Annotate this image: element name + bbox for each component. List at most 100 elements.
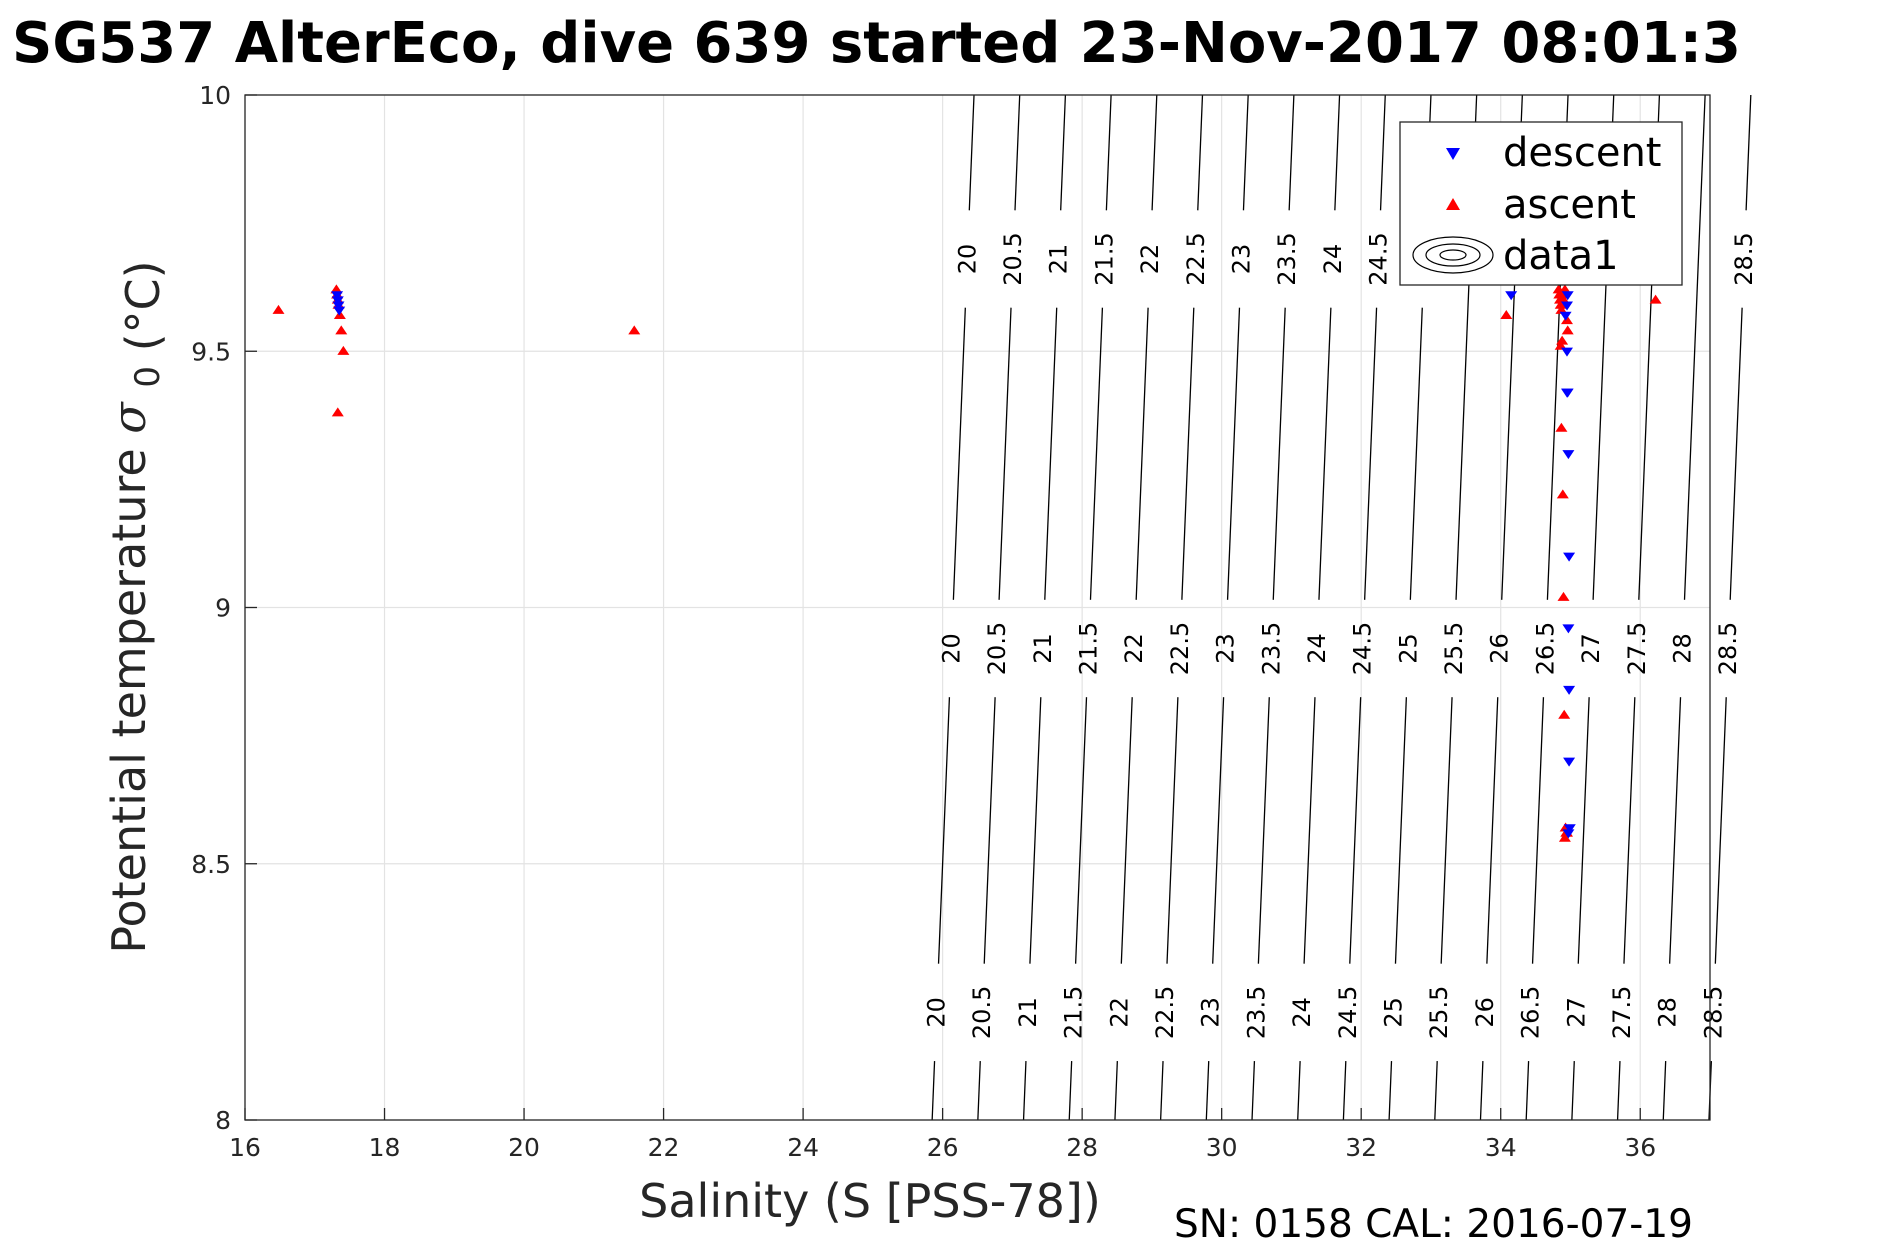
x-tick-label: 36 bbox=[1624, 1133, 1656, 1162]
contour-line bbox=[1251, 1061, 1256, 1121]
contour-label: 20 bbox=[923, 997, 951, 1028]
contour-line bbox=[1342, 1061, 1347, 1121]
contour-line bbox=[1363, 307, 1378, 600]
contour-line bbox=[998, 307, 1012, 600]
descent-point bbox=[1562, 829, 1575, 839]
x-tick-label: 16 bbox=[229, 1133, 261, 1162]
x-tick-label: 32 bbox=[1345, 1133, 1377, 1162]
contour-line bbox=[1616, 1061, 1621, 1121]
contour-line bbox=[1525, 1061, 1530, 1121]
contour-label: 27 bbox=[1577, 633, 1605, 664]
descent-point bbox=[331, 291, 344, 301]
contour-line bbox=[1440, 697, 1453, 964]
contour-line bbox=[1486, 697, 1499, 964]
contour-line bbox=[1318, 307, 1332, 600]
contour-label: 23.5 bbox=[1273, 232, 1301, 285]
y-tick-label: 10 bbox=[199, 81, 231, 110]
contour-line bbox=[983, 697, 996, 964]
contour-line bbox=[1120, 697, 1133, 964]
contour-label: 24 bbox=[1288, 997, 1316, 1028]
ascent-point bbox=[272, 304, 285, 314]
x-axis-ticks: 16 18 20 22 24 26 28 30 32 34 36 bbox=[229, 1108, 1656, 1162]
contour-line bbox=[1577, 697, 1590, 964]
contour-line bbox=[1668, 697, 1682, 964]
contour-label: 20.5 bbox=[983, 622, 1011, 675]
contour-label: 24.5 bbox=[1349, 622, 1377, 675]
contour-line bbox=[1683, 94, 1706, 600]
contour-line bbox=[1089, 307, 1104, 600]
ascent-point bbox=[1557, 294, 1570, 304]
legend: descent ascent data1 bbox=[1399, 121, 1683, 286]
ascent-point bbox=[1561, 325, 1574, 335]
contour-line bbox=[1060, 94, 1067, 211]
contour-label: 24.5 bbox=[1334, 986, 1362, 1039]
contour-line bbox=[968, 94, 975, 211]
y-axis-label-unit: (°C) bbox=[116, 260, 170, 351]
y-tick-label: 8 bbox=[215, 1106, 231, 1135]
contour-label: 27 bbox=[1562, 997, 1590, 1028]
descent-point bbox=[1563, 824, 1576, 834]
ascent-point bbox=[330, 284, 343, 294]
descent-point bbox=[1562, 450, 1575, 460]
y-axis-label-symbol: σ bbox=[102, 401, 156, 434]
ascent-series bbox=[272, 284, 1662, 842]
y-axis-label: Potential temperature σ 0 (°C) bbox=[102, 260, 170, 953]
ascent-point bbox=[1554, 299, 1567, 309]
ascent-point bbox=[337, 345, 350, 355]
contour-label: 23 bbox=[1227, 244, 1255, 275]
descent-point bbox=[1563, 757, 1576, 767]
contour-label: 23 bbox=[1212, 633, 1240, 664]
descent-point bbox=[1561, 291, 1574, 301]
contour-label: 25.5 bbox=[1425, 986, 1453, 1039]
contour-line bbox=[1479, 1061, 1484, 1121]
legend-data1-label: data1 bbox=[1503, 233, 1619, 279]
ascent-point bbox=[1556, 335, 1569, 345]
contour-label: 27.5 bbox=[1608, 986, 1636, 1039]
contour-label: 20.5 bbox=[999, 232, 1027, 285]
contour-label: 21.5 bbox=[1074, 622, 1102, 675]
contour-line bbox=[1226, 307, 1241, 600]
ascent-point bbox=[335, 325, 348, 335]
contour-label: 25 bbox=[1379, 997, 1407, 1028]
contour-label: 20 bbox=[937, 633, 965, 664]
contour-line bbox=[1714, 697, 1727, 964]
contour-line bbox=[1114, 1061, 1118, 1121]
legend-descent-label: descent bbox=[1503, 130, 1661, 176]
contour-line bbox=[1272, 307, 1286, 600]
descent-point bbox=[1562, 624, 1575, 634]
ascent-point bbox=[1558, 284, 1571, 294]
x-tick-label: 30 bbox=[1206, 1133, 1238, 1162]
descent-point bbox=[332, 301, 345, 311]
contour-line bbox=[952, 307, 966, 600]
contour-line bbox=[1242, 94, 1249, 211]
contour-line bbox=[1729, 307, 1743, 600]
contour-label: 25.5 bbox=[1440, 622, 1468, 675]
legend-descent-marker bbox=[1446, 148, 1460, 160]
contour-label: 25 bbox=[1394, 633, 1422, 664]
y-axis-label-subscript: 0 bbox=[128, 366, 168, 388]
x-tick-label: 22 bbox=[648, 1133, 680, 1162]
contour-label: 23 bbox=[1197, 997, 1225, 1028]
contour-line bbox=[1029, 697, 1042, 964]
contour-label: 26.5 bbox=[1531, 622, 1559, 675]
contour-label: 26.5 bbox=[1517, 986, 1545, 1039]
contour-label: 24 bbox=[1319, 244, 1347, 275]
descent-point bbox=[1560, 301, 1573, 311]
contour-label: 21 bbox=[1014, 997, 1042, 1028]
contour-label: 20 bbox=[953, 244, 981, 275]
contour-label: 23.5 bbox=[1242, 986, 1270, 1039]
contour-label: 26 bbox=[1486, 633, 1514, 664]
ascent-point bbox=[1554, 340, 1567, 350]
contour-label: 28 bbox=[1669, 633, 1697, 664]
contour-line bbox=[1159, 1061, 1164, 1121]
contour-label: 22 bbox=[1120, 633, 1148, 664]
contour-label: 28.5 bbox=[1699, 986, 1727, 1039]
contour-line bbox=[937, 697, 951, 964]
x-tick-label: 34 bbox=[1485, 1133, 1517, 1162]
contour-line bbox=[1531, 697, 1545, 964]
contour-line bbox=[1044, 307, 1058, 600]
contour-line bbox=[1349, 697, 1362, 964]
contour-line bbox=[1303, 697, 1316, 964]
ascent-point bbox=[1556, 489, 1569, 499]
x-tick-label: 28 bbox=[1066, 1133, 1098, 1162]
